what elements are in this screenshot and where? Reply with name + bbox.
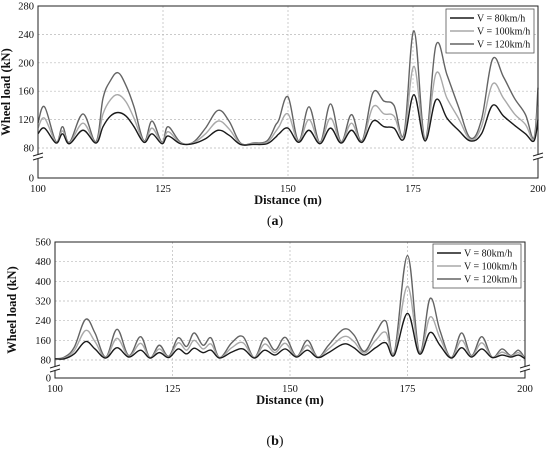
- y-tick-label: 80: [41, 356, 52, 367]
- chart-b: 0 80 160 240 320 400 480 560 100 125 150 175 200 Wh…: [5, 238, 533, 450]
- axis-break-b: [49, 364, 531, 373]
- axis-break-mark: [32, 152, 44, 157]
- y-tick-label: 0: [46, 374, 51, 385]
- axis-break-mark: [519, 368, 531, 373]
- axis-break-gap: [51, 367, 59, 371]
- x-tick-label: 125: [165, 384, 181, 395]
- legend-b: V = 80km/h V = 100km/h V = 120km/h: [432, 243, 522, 289]
- y-tick-label: 320: [35, 297, 51, 308]
- x-tick-label: 175: [405, 184, 421, 195]
- y-tick-label: 120: [18, 115, 34, 126]
- y-tick-label: 400: [35, 277, 51, 288]
- axis-break-mark: [532, 152, 544, 157]
- x-tick-label: 100: [30, 184, 46, 195]
- y-tick-label: 280: [18, 2, 34, 13]
- legend-label: V = 100km/h: [477, 27, 530, 38]
- legend-label: V = 120km/h: [477, 40, 530, 51]
- axis-break-mark: [49, 364, 61, 369]
- y-axis-title-a: Wheel load (kN): [0, 48, 13, 136]
- caption-b: (b): [266, 434, 283, 449]
- y-axis-title-b: Wheel load (kN): [5, 266, 19, 354]
- chart-a: 0 80 120 160 200 240 280 100 125 150 175 200 Wheel…: [0, 2, 546, 230]
- y-tick-label: 160: [18, 87, 34, 98]
- x-tick-label: 175: [400, 384, 416, 395]
- series-line-3: [37, 30, 539, 146]
- caption-letter-a: a: [272, 214, 279, 229]
- legend-a: V = 80km/h V = 100km/h V = 120km/h: [445, 8, 535, 54]
- y-tick-label: 160: [35, 336, 51, 347]
- axis-break-mark: [519, 364, 531, 369]
- y-tick-label: 240: [35, 316, 51, 327]
- x-tick-label: 125: [155, 184, 171, 195]
- y-tick-label: 200: [18, 58, 34, 69]
- axis-break-mark: [532, 156, 544, 161]
- legend-label: V = 80km/h: [464, 249, 512, 260]
- caption-letter-b: b: [271, 434, 279, 449]
- x-tick-label: 200: [517, 384, 533, 395]
- y-tick-labels-b: 0 80 160 240 320 400 480 560: [35, 238, 51, 385]
- series-line-1: [54, 312, 526, 360]
- series-line-2: [54, 285, 526, 360]
- y-tick-labels-a: 0 80 120 160 200 240 280: [18, 2, 34, 185]
- plot-frame-b: [54, 241, 526, 379]
- x-axis-title-a: Distance (m): [254, 193, 322, 207]
- y-tick-label: 80: [24, 144, 35, 155]
- axis-break-gap: [521, 367, 529, 371]
- x-tick-label: 150: [282, 384, 298, 395]
- series-lines-b: [54, 254, 526, 360]
- x-axis-title-b: Distance (m): [256, 393, 324, 407]
- axis-break-mark: [49, 368, 61, 373]
- x-tick-labels-a: 100 125 150 175 200: [30, 184, 546, 195]
- legend-label: V = 100km/h: [464, 262, 517, 273]
- series-line-1: [37, 94, 539, 146]
- axis-break-a: [32, 152, 544, 161]
- series-lines-a: [37, 30, 539, 146]
- series-line-2: [37, 65, 539, 146]
- legend-label: V = 80km/h: [477, 14, 525, 25]
- x-tick-labels-b: 100 125 150 175 200: [47, 384, 533, 395]
- axis-break-gap: [34, 155, 42, 159]
- x-tick-label: 200: [530, 184, 546, 195]
- x-tick-label: 100: [47, 384, 63, 395]
- caption-a: (a): [267, 214, 284, 229]
- axis-break-gap: [534, 155, 542, 159]
- y-tick-label: 560: [35, 238, 51, 249]
- legend-label: V = 120km/h: [464, 275, 517, 286]
- y-tick-label: 240: [18, 30, 34, 41]
- plot-frame-a: [37, 5, 539, 179]
- y-tick-label: 0: [29, 174, 34, 185]
- y-tick-label: 480: [35, 257, 51, 268]
- x-tick-label: 150: [280, 184, 296, 195]
- axis-break-mark: [32, 156, 44, 161]
